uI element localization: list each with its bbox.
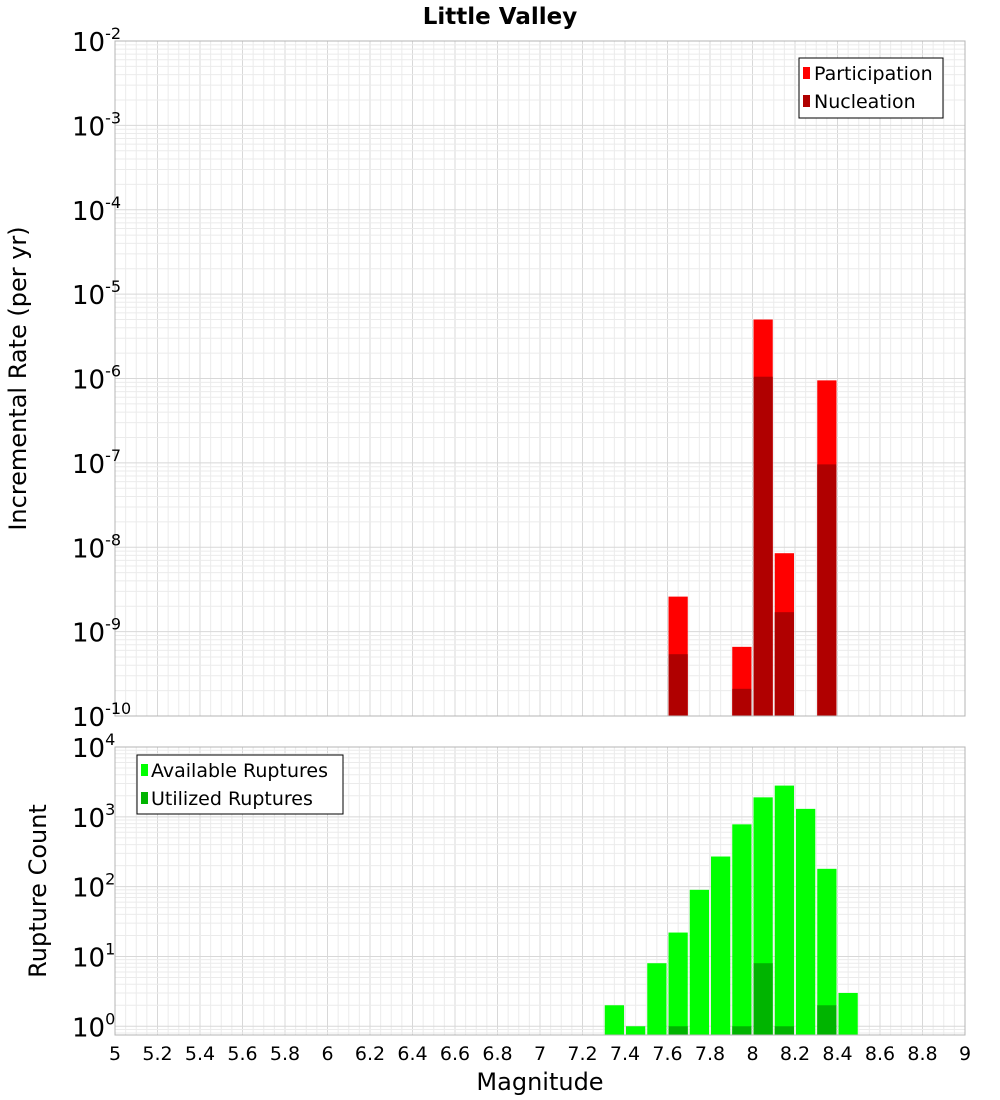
top-y-tick-label: 10-5 (72, 277, 121, 311)
bottom-plot-frame (114, 746, 966, 1036)
legend-swatch-utilized (141, 792, 148, 804)
bar-available-ruptures (604, 1005, 624, 1035)
bar-available-ruptures (838, 992, 858, 1035)
x-tick-label: 7.8 (695, 1043, 725, 1065)
bottom-y-tick-label: 104 (72, 730, 115, 764)
top-y-tick-label: 10-9 (72, 615, 121, 649)
legend-label-participation: Participation (814, 63, 933, 85)
legend-swatch-participation (803, 67, 810, 79)
bar-utilized-ruptures (774, 1026, 794, 1035)
bar-utilized-ruptures (668, 1026, 688, 1035)
bar-available-ruptures (774, 785, 794, 1035)
x-tick-label: 6.4 (397, 1043, 427, 1065)
bar-nucleation (732, 688, 752, 716)
x-tick-label: 6.6 (440, 1043, 470, 1065)
bar-utilized-ruptures (817, 1005, 837, 1035)
top-legend: Participation Nucleation (798, 57, 944, 119)
bottom-bars (604, 785, 858, 1035)
top-y-tick-label: 10-8 (72, 530, 121, 564)
legend-label-utilized: Utilized Ruptures (151, 788, 313, 810)
top-y-tick-label: 10-10 (72, 699, 131, 733)
top-y-tick-label: 10-2 (72, 24, 121, 58)
bar-utilized-ruptures (753, 963, 773, 1035)
top-y-tick-label: 10-7 (72, 446, 121, 480)
top-y-axis-title: Incremental Rate (per yr) (4, 226, 32, 530)
bar-available-ruptures (626, 1026, 646, 1035)
x-tick-label: 6.2 (355, 1043, 385, 1065)
bottom-plot-area: 100 101 102 103 104 (72, 730, 966, 1043)
x-tick-label: 8 (746, 1043, 758, 1065)
legend-label-nucleation: Nucleation (814, 91, 916, 113)
x-tick-label: 8.4 (822, 1043, 852, 1065)
bar-available-ruptures (796, 808, 816, 1035)
x-tick-label: 5.4 (185, 1043, 215, 1065)
top-legend-box (798, 57, 944, 119)
x-tick-labels: 5 5.2 5.4 5.6 5.8 6 6.2 6.4 6.6 6.8 7 7.2 7.4 7.6 7.8 8… (109, 1043, 971, 1065)
bar-available-ruptures (668, 932, 688, 1035)
bottom-legend: Available Ruptures Utilized Ruptures (136, 754, 344, 815)
bar-available-ruptures (689, 889, 709, 1035)
bar-available-ruptures (711, 856, 731, 1035)
bar-available-ruptures (732, 824, 752, 1035)
top-grid (114, 40, 966, 717)
top-plot-area: 10-10 10-9 10-8 10-7 10-6 10-5 10-4 10-3 10-2 (72, 24, 966, 733)
x-tick-label: 5.6 (227, 1043, 257, 1065)
x-tick-label: 5.2 (142, 1043, 172, 1065)
bar-nucleation (753, 376, 773, 716)
top-y-tick-label: 10-3 (72, 108, 121, 142)
top-plot-frame (114, 40, 966, 717)
top-bars (668, 319, 837, 716)
bottom-y-axis-title: Rupture Count (24, 804, 52, 978)
bar-utilized-ruptures (732, 1026, 752, 1035)
x-tick-label: 7.6 (652, 1043, 682, 1065)
bar-nucleation (817, 464, 837, 716)
x-tick-label: 8.2 (780, 1043, 810, 1065)
x-tick-label: 7 (534, 1043, 546, 1065)
chart-title: Little Valley (423, 4, 577, 30)
bar-available-ruptures (817, 868, 837, 1035)
x-tick-label: 6 (321, 1043, 333, 1065)
x-tick-label: 8.8 (907, 1043, 937, 1065)
bar-nucleation (774, 612, 794, 716)
bottom-y-tick-label: 100 (72, 1009, 115, 1043)
bottom-legend-box (136, 754, 344, 815)
bar-available-ruptures (647, 963, 667, 1035)
x-tick-label: 7.4 (610, 1043, 640, 1065)
legend-swatch-available (141, 764, 148, 776)
x-tick-label: 5.8 (270, 1043, 300, 1065)
x-tick-label: 9 (959, 1043, 971, 1065)
x-tick-label: 8.6 (865, 1043, 895, 1065)
bottom-y-tick-labels: 100 101 102 103 104 (72, 730, 115, 1043)
top-y-tick-label: 10-4 (72, 193, 121, 227)
bar-nucleation (668, 654, 688, 716)
bottom-y-tick-label: 101 (72, 939, 115, 973)
bottom-y-tick-label: 103 (72, 800, 115, 834)
top-y-tick-label: 10-6 (72, 362, 121, 396)
legend-label-available: Available Ruptures (151, 760, 328, 782)
x-tick-label: 5 (109, 1043, 121, 1065)
x-axis-title: Magnitude (476, 1068, 603, 1096)
x-tick-label: 7.2 (567, 1043, 597, 1065)
top-y-tick-labels: 10-10 10-9 10-8 10-7 10-6 10-5 10-4 10-3 10-2 (72, 24, 131, 733)
x-tick-label: 6.8 (482, 1043, 512, 1065)
bottom-y-tick-label: 102 (72, 870, 115, 904)
legend-swatch-nucleation (803, 95, 810, 107)
